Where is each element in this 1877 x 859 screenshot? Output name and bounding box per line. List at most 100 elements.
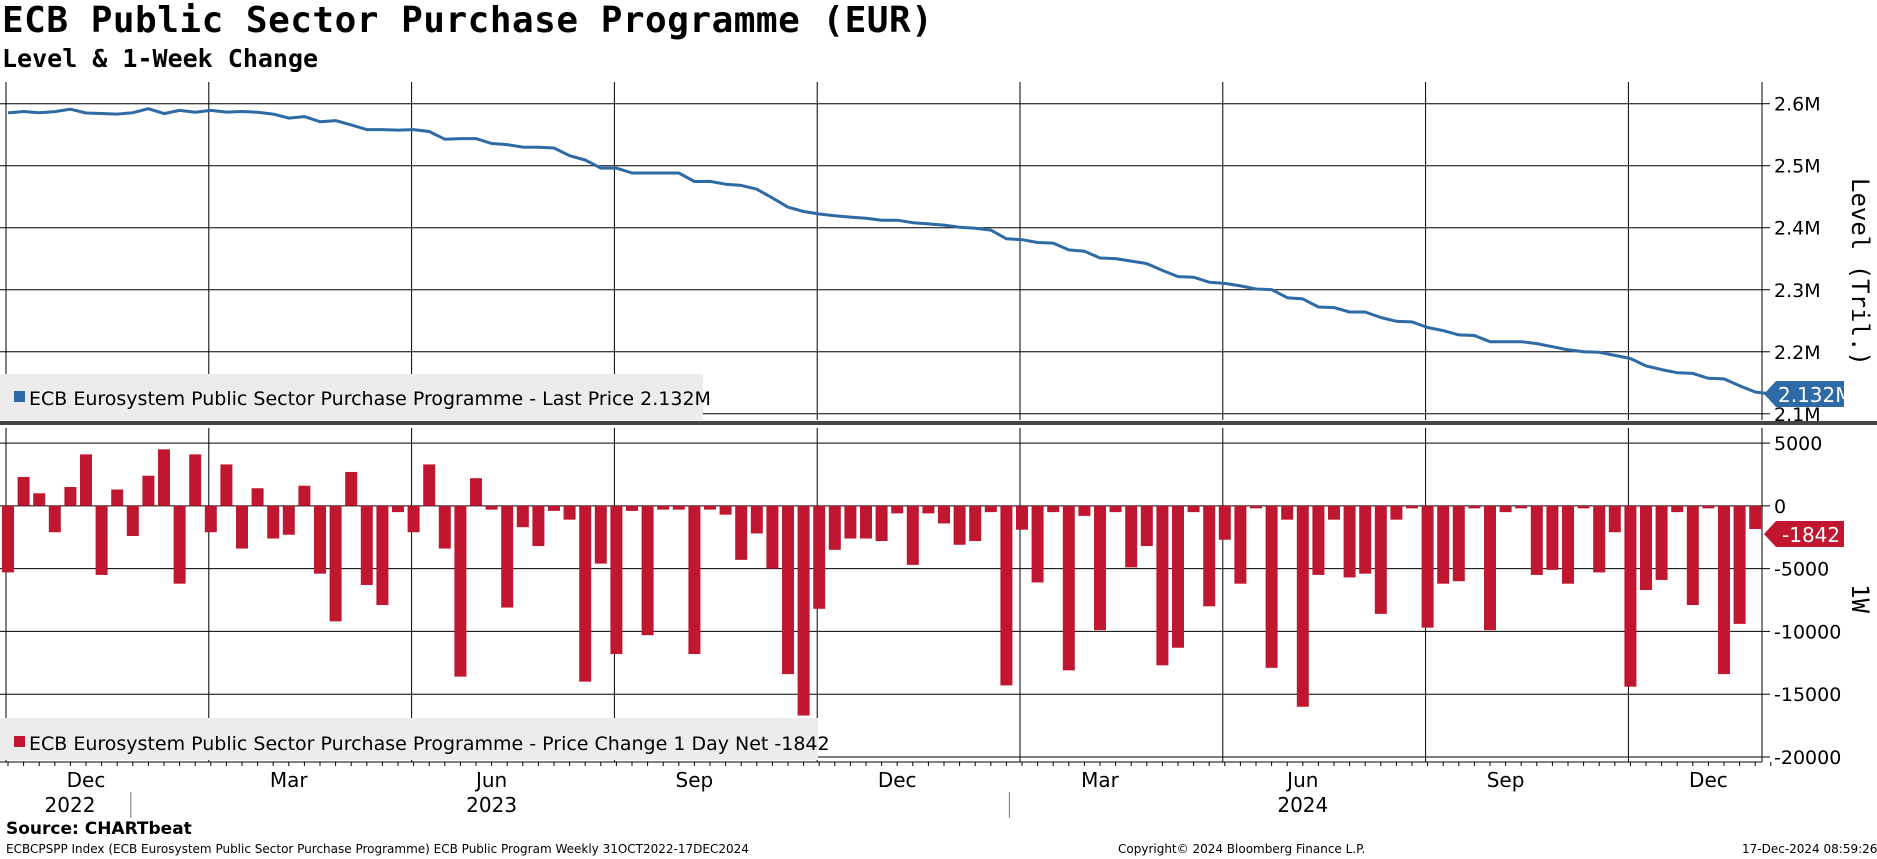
- change-bar: [766, 505, 779, 569]
- change-bar: [173, 505, 186, 584]
- xtick-label-year: 2024: [1277, 793, 1328, 817]
- legend-box-top: [0, 374, 703, 420]
- xtick-label-month: Dec: [878, 768, 917, 792]
- change-bar: [298, 485, 311, 506]
- ytick-label-bottom: -15000: [1774, 684, 1841, 706]
- change-bar: [17, 476, 30, 506]
- change-bar: [1406, 505, 1418, 509]
- ytick-label-top: 2.6M: [1774, 94, 1821, 116]
- change-bar: [688, 505, 701, 655]
- change-bar: [922, 505, 935, 514]
- ytick-label-top: 2.1M: [1774, 404, 1821, 426]
- change-bar: [345, 471, 358, 506]
- change-bar: [750, 505, 763, 534]
- chart-title: ECB Public Sector Purchase Programme (EU…: [2, 0, 934, 41]
- change-bar: [126, 505, 139, 536]
- change-bar: [1530, 505, 1543, 575]
- change-bar: [548, 505, 560, 511]
- change-bar: [1421, 505, 1434, 628]
- change-bar: [314, 505, 326, 574]
- change-bar: [1733, 505, 1746, 624]
- xtick-label-month: Dec: [1689, 768, 1728, 792]
- ytick-label-bottom: -10000: [1774, 621, 1841, 643]
- footer-index-info: ECBCPSPP Index (ECB Eurosystem Public Se…: [6, 842, 749, 856]
- change-bar: [1484, 505, 1496, 631]
- panel-divider: [0, 421, 1877, 425]
- change-bar: [95, 505, 108, 575]
- change-bar: [407, 505, 420, 533]
- change-bar: [1390, 505, 1403, 520]
- change-bar: [938, 505, 950, 524]
- change-bar: [1047, 505, 1060, 513]
- change-bar: [1562, 505, 1574, 584]
- change-bar: [1218, 505, 1231, 540]
- change-bar: [844, 505, 857, 539]
- change-bar: [360, 505, 373, 585]
- change-bar: [1078, 505, 1091, 516]
- change-bar: [906, 505, 919, 565]
- xtick-label-month: Jun: [1285, 768, 1318, 792]
- chart-subtitle: Level & 1-Week Change: [2, 44, 319, 73]
- change-bar: [657, 505, 670, 510]
- change-bar: [189, 454, 202, 506]
- change-bar: [1109, 505, 1122, 513]
- change-bar: [1499, 505, 1512, 513]
- last-value-tag-top: [1764, 380, 1844, 407]
- change-bar: [376, 505, 389, 606]
- change-bar: [1655, 505, 1668, 580]
- last-value-label-top: 2.132M: [1778, 383, 1853, 407]
- change-bar: [626, 505, 638, 511]
- change-bar: [782, 505, 794, 675]
- change-bar: [64, 487, 77, 506]
- change-bar: [204, 505, 217, 533]
- xtick-label-month: Mar: [1081, 768, 1120, 792]
- change-bar: [1640, 505, 1652, 590]
- change-bar: [1187, 505, 1200, 513]
- change-bar: [267, 505, 280, 539]
- change-bar: [735, 505, 748, 560]
- ytick-label-top: 2.2M: [1774, 342, 1821, 364]
- change-bar: [1749, 505, 1762, 529]
- change-bar: [984, 505, 997, 513]
- change-bar: [563, 505, 576, 520]
- level-line: [7, 107, 1771, 396]
- change-bar: [1359, 505, 1372, 574]
- change-bar: [704, 505, 716, 510]
- change-bar: [1312, 505, 1325, 575]
- legend-swatch-top: [14, 391, 25, 402]
- ytick-label-bottom: 0: [1774, 496, 1786, 518]
- change-bar: [1062, 505, 1075, 671]
- change-bar: [969, 505, 982, 542]
- change-bar: [672, 505, 685, 510]
- change-bar: [641, 505, 654, 636]
- change-bar: [813, 505, 826, 609]
- change-bar: [891, 505, 904, 514]
- legend-swatch-bottom: [14, 736, 25, 747]
- change-bar: [875, 505, 888, 542]
- change-bar: [860, 505, 872, 539]
- change-bar: [594, 505, 607, 564]
- ytick-label-bottom: -20000: [1774, 747, 1841, 769]
- change-bar: [1718, 505, 1730, 675]
- xtick-label-month: Dec: [67, 768, 106, 792]
- xtick-label-year: 2022: [45, 793, 96, 817]
- legend-label-bottom: ECB Eurosystem Public Sector Purchase Pr…: [29, 733, 830, 755]
- change-bar: [532, 505, 545, 547]
- change-bar: [1203, 505, 1216, 607]
- change-bar: [1343, 505, 1356, 578]
- change-bar: [1156, 505, 1169, 666]
- legend-label-top: ECB Eurosystem Public Sector Purchase Pr…: [29, 388, 711, 410]
- change-bar: [501, 505, 514, 608]
- change-bar: [2, 505, 14, 573]
- change-bar: [1577, 505, 1590, 509]
- change-bar: [1546, 505, 1559, 570]
- xtick-label-month: Jun: [474, 768, 507, 792]
- change-bar: [111, 489, 124, 506]
- change-bar: [48, 505, 61, 533]
- source-note: Source: CHARTbeat: [6, 819, 192, 839]
- change-bar: [1000, 505, 1013, 686]
- change-bar: [1608, 505, 1621, 533]
- ytick-label-top: 2.3M: [1774, 280, 1821, 302]
- last-value-label-bottom: -1842: [1782, 523, 1840, 547]
